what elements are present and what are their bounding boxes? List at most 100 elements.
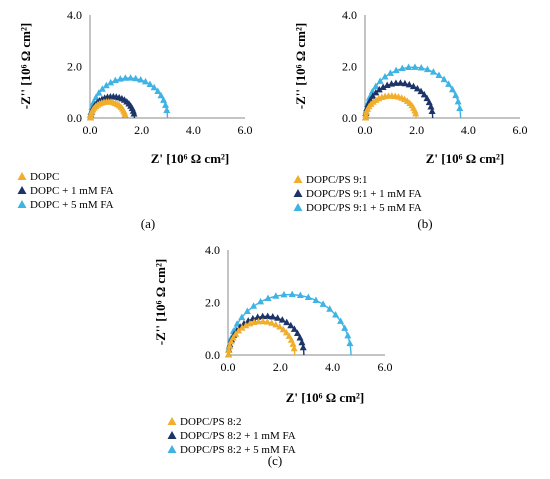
data-point	[242, 321, 250, 329]
data-point	[259, 312, 267, 320]
data-point	[392, 79, 400, 86]
legend-label: DOPC + 1 mM FA	[30, 185, 114, 197]
y-tick-label: 0.0	[205, 348, 220, 362]
data-point	[274, 314, 282, 321]
data-point	[427, 102, 435, 110]
legend-marker	[167, 445, 177, 453]
data-point	[233, 320, 241, 327]
data-point	[392, 66, 400, 74]
data-point	[282, 328, 290, 336]
data-point	[440, 75, 448, 83]
data-point	[413, 84, 421, 92]
data-point	[154, 87, 162, 95]
data-point	[445, 80, 453, 87]
data-point	[121, 74, 129, 81]
x-tick-label: 6.0	[378, 360, 393, 374]
chart-panel-b: 0.0 2.0 4.0 6.0 0.0 2.0 4.0 Z' [10⁶ Ω cm²] -Z'' …	[293, 8, 528, 231]
data-point	[141, 77, 149, 85]
data-point	[401, 79, 409, 87]
data-point	[290, 344, 298, 352]
y-axis-label: -Z'' [10⁶ Ω cm²]	[18, 23, 33, 109]
x-axis-label: Z' [10⁶ Ω cm²]	[151, 151, 230, 166]
data-point	[279, 325, 287, 333]
data-point	[296, 291, 304, 299]
data-point	[163, 106, 171, 114]
x-tick-label: 2.0	[134, 123, 149, 137]
data-point	[299, 343, 307, 351]
x-tick-label: 6.0	[238, 123, 253, 137]
legend-marker	[293, 189, 303, 197]
data-point	[160, 96, 168, 103]
legend-marker	[167, 431, 177, 439]
data-point	[428, 107, 436, 114]
y-axis-label: -Z'' [10⁶ Ω cm²]	[153, 259, 168, 345]
x-axis-label: Z' [10⁶ Ω cm²]	[286, 390, 365, 405]
y-tick-label: 2.0	[67, 60, 82, 74]
panel-caption: (a)	[141, 216, 155, 231]
x-axis-label: Z' [10⁶ Ω cm²]	[426, 151, 505, 166]
data-point	[346, 339, 354, 347]
legend-label: DOPC/PS 8:2 + 1 mM FA	[180, 430, 296, 442]
chart-panel-c: 0.0 2.0 4.0 6.0 0.0 2.0 4.0 Z' [10⁶ Ω cm²] -Z'' …	[153, 243, 393, 468]
data-point	[429, 68, 437, 75]
y-tick-label: 0.0	[67, 111, 82, 125]
data-point	[280, 290, 288, 298]
y-tick-label: 2.0	[342, 60, 357, 74]
x-tick-label: 2.0	[409, 123, 424, 137]
data-point	[243, 307, 251, 314]
data-point	[312, 296, 320, 303]
data-point	[319, 300, 327, 307]
data-point	[409, 82, 417, 90]
data-point	[283, 318, 291, 326]
data-point	[229, 333, 237, 341]
legend-marker	[293, 175, 303, 183]
data-point	[386, 69, 394, 76]
data-point	[259, 317, 267, 325]
legend-label: DOPC/PS 8:2 + 5 mM FA	[180, 444, 296, 456]
data-point	[369, 92, 377, 99]
legend-label: DOPC/PS 9:1 + 1 mM FA	[306, 188, 422, 200]
x-tick-label: 0.0	[83, 123, 98, 137]
data-point	[127, 74, 135, 81]
legend-marker	[167, 417, 177, 425]
data-point	[398, 64, 406, 72]
data-point	[264, 294, 272, 302]
legend-marker	[17, 186, 27, 194]
legend-label: DOPC/PS 8:2	[180, 416, 241, 428]
data-point	[435, 71, 443, 78]
data-point	[157, 91, 165, 99]
legend-marker	[293, 203, 303, 211]
data-point	[287, 321, 295, 329]
data-point	[326, 305, 334, 312]
data-point	[107, 78, 115, 86]
legend-label: DOPC + 5 mM FA	[30, 199, 114, 211]
data-point	[250, 302, 258, 309]
data-point	[95, 89, 103, 96]
legend-label: DOPC/PS 9:1 + 5 mM FA	[306, 202, 422, 214]
data-point	[150, 83, 158, 91]
y-tick-label: 4.0	[67, 8, 82, 22]
y-tick-label: 4.0	[205, 243, 220, 257]
data-point	[269, 312, 277, 320]
legend-label: DOPC	[30, 171, 59, 183]
data-point	[290, 325, 298, 332]
x-tick-label: 4.0	[325, 360, 340, 374]
data-point	[137, 75, 145, 83]
data-point	[272, 320, 280, 328]
data-point	[102, 81, 110, 89]
data-point	[225, 351, 233, 358]
data-point	[146, 80, 154, 88]
data-point	[162, 101, 170, 108]
data-point	[375, 85, 383, 93]
data-point	[289, 340, 297, 347]
data-point	[412, 109, 420, 117]
data-point	[276, 323, 284, 330]
data-point	[227, 337, 235, 345]
data-point	[132, 74, 140, 82]
data-point	[116, 75, 124, 82]
y-tick-label: 2.0	[205, 296, 220, 310]
data-point	[278, 316, 286, 323]
legend-marker	[17, 172, 27, 180]
data-point	[456, 104, 464, 111]
data-point	[332, 310, 340, 318]
